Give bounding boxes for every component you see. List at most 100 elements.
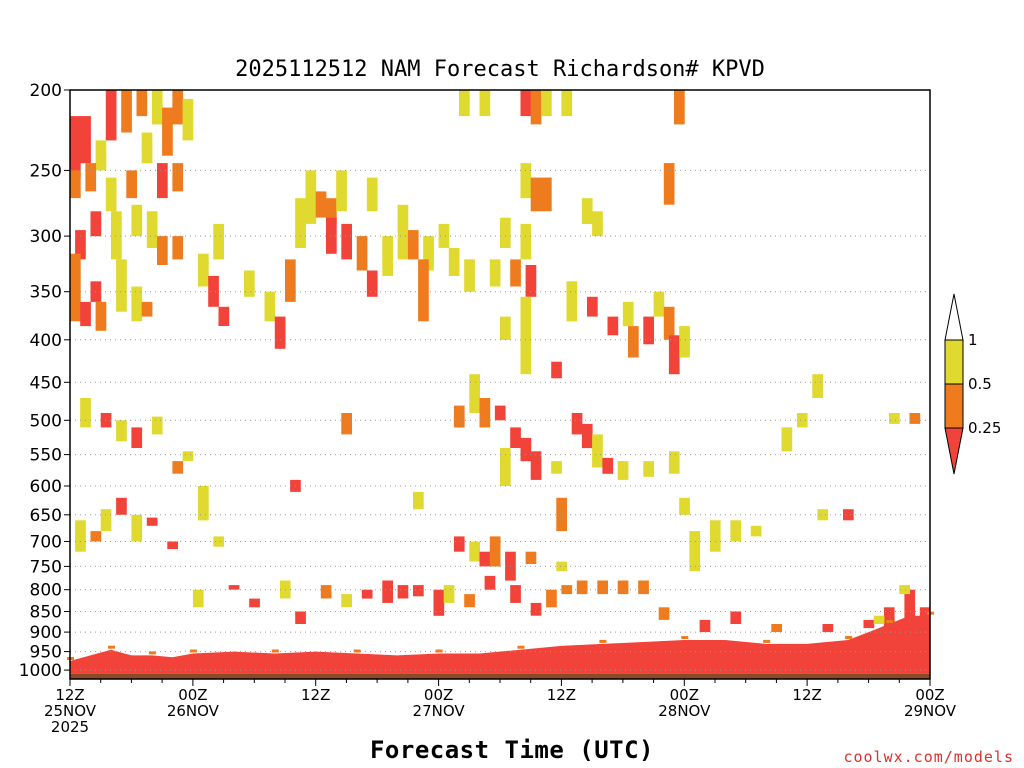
ri-cell bbox=[208, 275, 219, 307]
ri-cell bbox=[525, 265, 537, 297]
ri-cell bbox=[116, 259, 127, 312]
ri-cell bbox=[90, 531, 102, 542]
ri-cell bbox=[80, 116, 91, 164]
legend-label: 0.25 bbox=[968, 419, 1001, 437]
ri-cell bbox=[658, 607, 670, 620]
y-tick-label: 450 bbox=[30, 373, 62, 393]
ri-cell bbox=[663, 306, 675, 340]
ri-cell bbox=[668, 335, 680, 375]
ri-cell bbox=[448, 248, 460, 276]
ri-cell bbox=[520, 296, 532, 375]
ri-cell bbox=[530, 451, 542, 480]
ri-cell bbox=[438, 223, 450, 248]
ri-cell bbox=[361, 589, 373, 599]
chart-title: 2025112512 NAM Forecast Richardson# KPVD bbox=[235, 57, 765, 82]
ri-cell bbox=[264, 291, 276, 322]
y-tick-label: 750 bbox=[30, 557, 62, 577]
legend-label: 1 bbox=[968, 331, 978, 349]
surface-speck bbox=[189, 649, 197, 653]
surface-speck bbox=[108, 645, 115, 649]
ri-cell bbox=[228, 585, 240, 590]
ri-cell bbox=[520, 223, 532, 260]
x-tick-label: 00Z bbox=[915, 686, 944, 704]
ri-cell bbox=[592, 434, 603, 468]
surface-speck bbox=[681, 636, 689, 639]
ri-cell bbox=[817, 509, 829, 521]
ri-cell bbox=[131, 204, 143, 237]
ri-cell bbox=[213, 536, 224, 547]
ri-cell bbox=[530, 177, 542, 212]
ri-cell bbox=[315, 191, 327, 218]
x-tick-label: 25NOV bbox=[44, 702, 97, 720]
ri-cell bbox=[192, 589, 204, 608]
ri-cell bbox=[320, 585, 332, 599]
ri-cell bbox=[75, 520, 86, 552]
ri-cell bbox=[423, 236, 434, 271]
ri-cell bbox=[146, 211, 158, 248]
x-tick-label: 26NOV bbox=[167, 702, 220, 720]
ri-cell bbox=[382, 236, 393, 276]
ri-cell bbox=[413, 585, 424, 597]
ri-cell bbox=[602, 457, 614, 474]
colorbar-legend: 1 0.5 0.25 bbox=[944, 293, 1001, 475]
ri-cell bbox=[510, 585, 521, 603]
ri-cell bbox=[397, 204, 409, 260]
ri-cell bbox=[479, 398, 491, 428]
ri-cell bbox=[80, 398, 91, 428]
ri-cell bbox=[622, 301, 634, 327]
pressure-gridlines bbox=[70, 169, 930, 671]
y-tick-label: 250 bbox=[30, 161, 62, 181]
y-tick-label: 900 bbox=[30, 623, 62, 643]
ri-cell bbox=[561, 585, 573, 595]
y-tick-label: 1000 bbox=[19, 661, 62, 681]
ri-cell bbox=[366, 177, 378, 212]
surface-speck bbox=[763, 639, 771, 643]
ri-cell bbox=[413, 491, 424, 510]
ri-cell bbox=[157, 163, 168, 199]
ri-cell bbox=[556, 561, 567, 572]
ri-cell bbox=[883, 607, 895, 633]
x-tick-label: 28NOV bbox=[658, 702, 711, 720]
surface-speck bbox=[845, 636, 853, 639]
ri-cell bbox=[366, 270, 378, 297]
ri-cell bbox=[643, 316, 654, 345]
ri-cell bbox=[561, 90, 573, 117]
ri-cell bbox=[556, 497, 567, 532]
ri-cell bbox=[157, 236, 168, 265]
ri-cell bbox=[889, 413, 900, 424]
ri-cell bbox=[730, 611, 742, 624]
y-tick-label: 300 bbox=[30, 227, 62, 247]
ri-cell bbox=[80, 301, 91, 327]
ri-cell bbox=[407, 230, 419, 260]
ri-cell bbox=[643, 461, 654, 477]
ri-cell bbox=[909, 413, 921, 424]
surface-speck bbox=[435, 649, 443, 653]
ri-cell bbox=[484, 575, 496, 590]
y-tick-label: 950 bbox=[30, 643, 62, 663]
ri-cell bbox=[70, 253, 81, 322]
ri-cell bbox=[576, 580, 588, 595]
surface-speck bbox=[517, 645, 525, 649]
ri-cell bbox=[198, 486, 209, 521]
ri-cell bbox=[541, 90, 552, 117]
ri-cell bbox=[397, 585, 409, 599]
ri-cell bbox=[494, 405, 506, 421]
ri-cell bbox=[689, 531, 701, 572]
ri-cell bbox=[382, 580, 393, 603]
ri-cell bbox=[679, 326, 690, 358]
ri-cell bbox=[182, 98, 194, 141]
surface-speck bbox=[148, 651, 156, 655]
x-tick-label: 00Z bbox=[178, 686, 207, 704]
ri-cell bbox=[151, 90, 163, 125]
ri-cell bbox=[326, 217, 337, 254]
y-tick-label: 600 bbox=[30, 477, 62, 497]
ri-cell bbox=[95, 140, 107, 171]
ri-cell bbox=[356, 236, 368, 271]
ri-cell bbox=[295, 611, 306, 624]
ri-cell bbox=[131, 286, 143, 322]
ri-cell bbox=[617, 461, 629, 480]
legend-bin-025-05 bbox=[944, 383, 964, 429]
ri-cell bbox=[151, 416, 163, 435]
ri-cell bbox=[479, 551, 491, 567]
x-tick-label: 27NOV bbox=[413, 702, 466, 720]
